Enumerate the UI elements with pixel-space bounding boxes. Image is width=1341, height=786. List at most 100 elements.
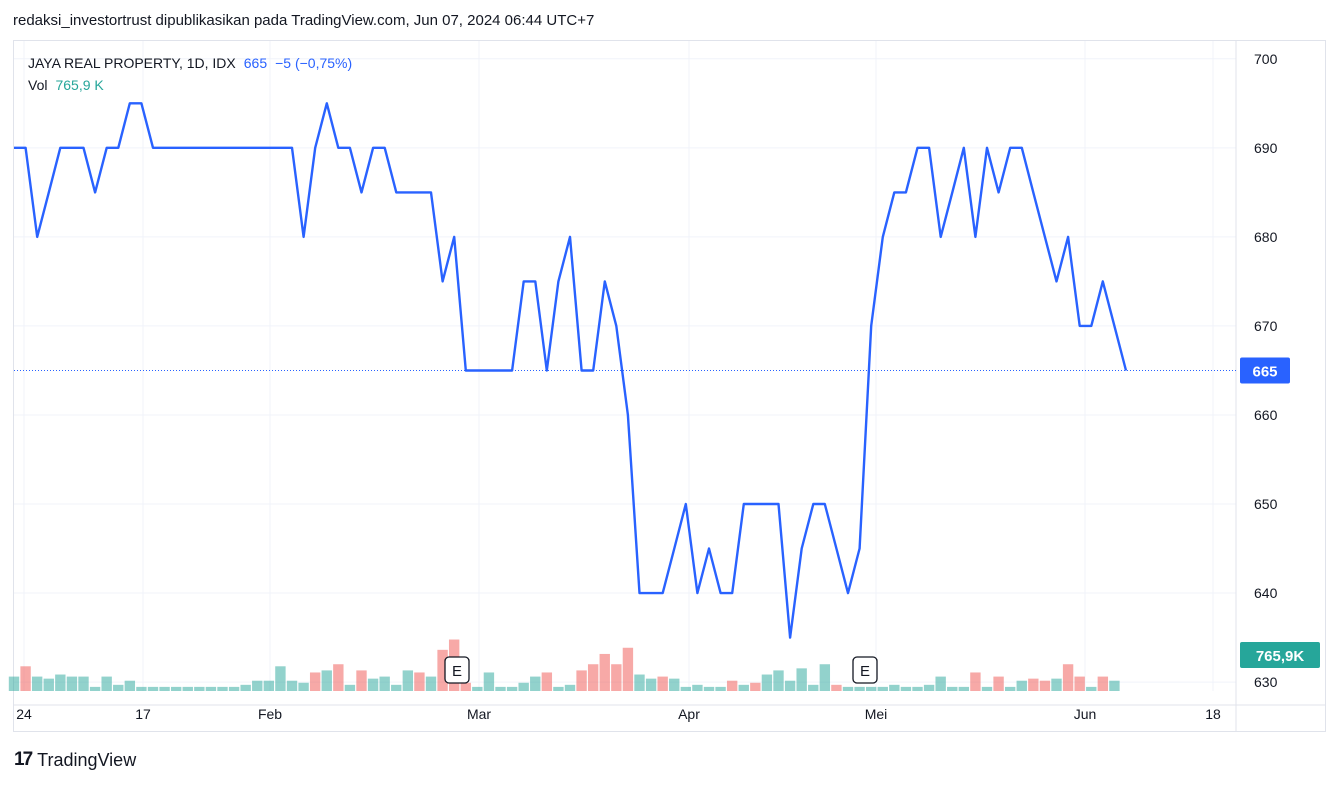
volume-bar [1086,686,1097,691]
volume-bar [530,676,541,691]
volume-bar [286,680,298,691]
brand-name: TradingView [37,749,137,770]
volume-bar [217,686,228,691]
volume-bar [1109,680,1120,691]
volume-bar [865,686,877,691]
volume-bar [750,682,761,691]
earnings-marker-box [852,656,878,684]
volume-bar [692,684,703,691]
volume-bar [89,686,101,691]
earnings-marker-label: E [860,663,870,680]
volume-bar [170,686,182,691]
volume-bar [333,664,344,691]
volume-bar [854,686,865,691]
legend-price: 665 [243,55,268,71]
y-tick-label: 680 [1254,229,1278,245]
volume-bar [391,684,402,691]
y-tick-label: 630 [1254,674,1278,690]
volume-bar [808,684,819,691]
volume-bar [472,686,483,691]
volume-bar [761,674,773,691]
volume-bar [309,672,321,691]
volume-bar [831,684,842,691]
volume-bar [194,686,205,691]
volume-bar [483,672,495,691]
volume-bar [1004,686,1016,691]
volume-bar [1028,678,1039,691]
earnings-marker: E [852,656,878,684]
price-series-line [14,102,1128,639]
chart-frame [13,40,1326,732]
volume-bar [506,686,518,691]
volume-bar [726,680,738,691]
volume-bar [205,686,217,691]
x-tick-label: Mei [865,706,888,722]
x-tick-label: 24 [16,706,32,722]
volume-bar [576,670,587,691]
volume-bar [8,676,20,691]
last-price-badge-label: 665 [1252,363,1277,380]
volume-bar [402,670,414,691]
volume-bar [680,686,692,691]
x-tick-label: 18 [1205,706,1221,722]
volume-bar [344,684,356,691]
tradingview-brand[interactable]: 17 TradingView [14,749,136,771]
volume-bar [437,649,448,691]
volume-bar [935,676,946,691]
volume-bar [715,686,726,691]
volume-bar [773,670,784,691]
volume-bar [31,676,43,691]
volume-bar [1016,680,1027,691]
volume-bar [321,670,332,691]
volume-bar [796,668,807,691]
x-tick-label: Jun [1074,706,1097,722]
publish-line: redaksi_investortrust dipublikasikan pad… [13,12,595,29]
volume-bar [587,664,599,691]
volume-bar [136,686,147,691]
y-tick-label: 640 [1254,585,1278,601]
volume-bar [1051,678,1062,691]
earnings-marker-box [444,656,470,684]
chart-legend: JAYA REAL PROPERTY, 1D, IDX 665 −5 (−0,7… [28,54,352,94]
volume-bar [124,680,136,691]
volume-bar [460,682,471,691]
volume-bar [55,674,66,691]
volume-bar [657,676,668,691]
volume-bar [78,676,89,691]
x-tick-label: Feb [258,706,282,722]
volume-bar [263,680,275,691]
legend-volume-label: Vol [28,77,48,93]
volume-bar [703,686,715,691]
volume-bar [622,647,634,691]
volume-bar [784,680,796,691]
y-tick-label: 660 [1254,407,1278,423]
volume-bar [66,676,78,691]
y-tick-label: 690 [1254,140,1278,156]
volume-bar [599,653,610,691]
y-tick-label: 670 [1254,318,1278,334]
volume-bar [669,678,680,691]
volume-bar [518,682,529,691]
earnings-marker: E [444,656,470,684]
volume-bar [1097,676,1109,691]
last-price-badge [1240,357,1290,384]
volume-bar [645,678,657,691]
y-tick-label: 650 [1254,496,1278,512]
volume-bar [611,664,622,691]
volume-bar [414,672,425,691]
volume-bar [275,666,286,691]
volume-bar [367,678,379,691]
volume-bar [877,686,888,691]
volume-bar [228,686,240,691]
volume-bar [738,684,749,691]
x-tick-label: Apr [678,706,700,722]
volume-bar [43,678,54,691]
volume-bar [923,684,935,691]
y-tick-label: 700 [1254,51,1278,67]
volume-bar [495,686,506,691]
volume-bar [553,686,564,691]
legend-volume-value: 765,9 K [55,77,104,93]
volume-bar [541,672,553,691]
tradingview-logo-icon: 17 [14,749,33,770]
